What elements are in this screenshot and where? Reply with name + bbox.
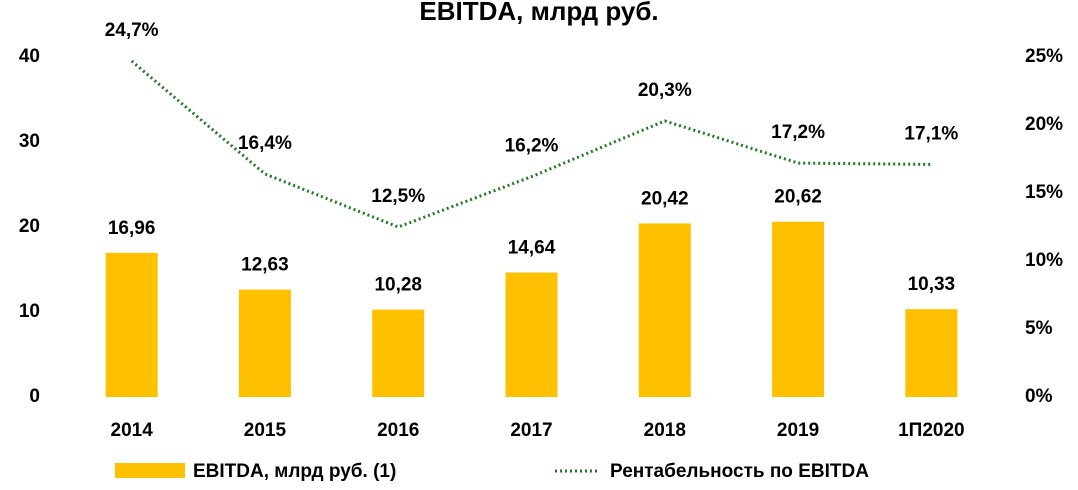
chart-title: EBITDA, млрд руб. [419, 0, 658, 26]
y-tick-label: 20 [19, 216, 40, 237]
y2-tick-label: 10% [1025, 250, 1063, 271]
data-label: 24,7% [105, 20, 159, 41]
x-tick-label: 2018 [644, 420, 686, 441]
line [130, 59, 932, 229]
data-label: 16,2% [505, 136, 559, 157]
data-label: 20,3% [638, 80, 692, 101]
data-label: 14,64 [508, 238, 556, 259]
x-tick-label: 2015 [244, 420, 287, 441]
y-tick-label: 0 [29, 386, 40, 407]
legend-swatch [115, 463, 185, 478]
bar [372, 309, 425, 397]
y-tick-label: 30 [19, 131, 40, 152]
data-label: 20,62 [774, 187, 822, 208]
bar [638, 223, 691, 397]
x-tick-label: 2017 [510, 420, 552, 441]
data-label: 10,28 [374, 275, 422, 296]
data-label: 12,63 [241, 255, 289, 276]
x-tick-label: 1П2020 [898, 420, 965, 441]
legend-label: EBITDA, млрд руб. (1) [193, 461, 396, 482]
bar [238, 289, 291, 397]
bar [772, 221, 825, 397]
y2-tick-label: 25% [1025, 46, 1063, 67]
bar [505, 272, 558, 397]
bar [105, 252, 158, 397]
legend-label: Рентабельность по EBITDA [610, 461, 869, 482]
data-label: 16,4% [238, 133, 292, 154]
data-label: 17,1% [904, 123, 958, 144]
x-tick-label: 2016 [377, 420, 419, 441]
data-label: 17,2% [771, 122, 825, 143]
y-tick-label: 40 [19, 46, 40, 67]
data-label: 12,5% [371, 186, 425, 207]
bar [905, 309, 958, 397]
x-tick-label: 2019 [777, 420, 819, 441]
x-tick-label: 2014 [111, 420, 154, 441]
y2-tick-label: 5% [1025, 318, 1053, 339]
y2-tick-label: 0% [1025, 386, 1053, 407]
data-label: 20,42 [641, 188, 689, 209]
data-label: 10,33 [908, 274, 956, 295]
y2-tick-label: 15% [1025, 182, 1063, 203]
y-tick-label: 10 [19, 301, 40, 322]
data-label: 16,96 [108, 218, 156, 239]
y2-tick-label: 20% [1025, 114, 1063, 135]
